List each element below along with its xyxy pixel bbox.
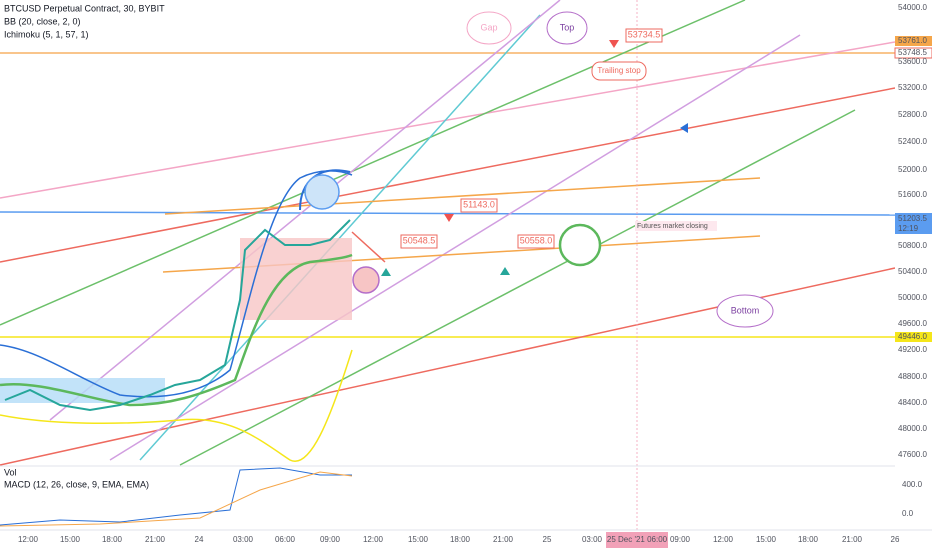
price-note: 50548.5 [403,235,436,245]
price-label: 54000.0 [898,3,927,12]
price-label: 51203.5 [898,214,927,223]
price-label: 48000.0 [898,424,927,433]
note: Futures market closing [637,223,708,230]
callout: Bottom [731,305,760,315]
time-label: 18:00 [102,535,123,544]
time-label: 15:00 [60,535,81,544]
price-label: 51600.0 [898,190,927,199]
price-label: 52400.0 [898,137,927,146]
time-label: 21:00 [145,535,166,544]
price-label: 50000.0 [898,293,927,302]
header: BTCUSD Perpetual Contract, 30, BYBIT BB … [4,3,165,489]
time-label: 21:00 [493,535,514,544]
time-label: 09:00 [320,535,341,544]
callout: Gap [480,22,497,32]
time-label: 18:00 [798,535,819,544]
price-label: 52800.0 [898,110,927,119]
annotations: Gap Top 53734.5 Trailing stop 51143.0 50… [400,11,774,328]
time-label: 26 [891,535,900,544]
indicator-label: BB (20, close, 2, 0) [4,16,81,26]
time-axis: 12:00 15:00 18:00 21:00 24 03:00 06:00 09:00 12:… [18,535,900,544]
price-label: 47600.0 [898,450,927,459]
symbol-title: BTCUSD Perpetual Contract, 30, BYBIT [4,3,165,13]
price-label: 48400.0 [898,398,927,407]
price-note: 53734.5 [628,29,661,39]
time-label: 25 [543,535,552,544]
price-label: 53200.0 [898,83,927,92]
price-label: 12:19 [898,224,919,233]
time-label: 12:00 [363,535,384,544]
price-label: 49600.0 [898,319,927,328]
price-label: 53761.0 [898,36,927,45]
indicator-label: Ichimoku (5, 1, 57, 1) [4,29,89,39]
time-label: 21:00 [842,535,863,544]
price-label: 53748.5 [898,48,927,57]
time-label: 03:00 [582,535,603,544]
pane-label: MACD (12, 26, close, 9, EMA, EMA) [4,479,149,489]
price-label: 50800.0 [898,241,927,250]
price-label: 49200.0 [898,345,927,354]
price-label: 53600.0 [898,57,927,66]
price-label: 49446.0 [898,332,927,341]
price-note: 50558.0 [520,235,553,245]
time-label: 18:00 [450,535,471,544]
pane-label: Vol [4,467,17,477]
time-label: 24 [195,535,204,544]
price-label: 48800.0 [898,372,927,381]
callout: Top [560,22,575,32]
time-label: 06:00 [275,535,296,544]
time-label: 15:00 [756,535,777,544]
time-label: 09:00 [670,535,691,544]
time-label: 15:00 [408,535,429,544]
price-label: 52000.0 [898,165,927,174]
time-label: 03:00 [233,535,254,544]
time-label: 25 Dec '21 06:00 [607,535,668,544]
callout: Trailing stop [597,66,641,75]
price-note: 51143.0 [463,199,495,209]
time-label: 12:00 [713,535,734,544]
volume-label: 400.0 [902,480,923,489]
price-label: 50400.0 [898,267,927,276]
volume-label: 0.0 [902,509,914,518]
time-label: 12:00 [18,535,39,544]
volume-axis: 400.0 0.0 [902,480,923,518]
